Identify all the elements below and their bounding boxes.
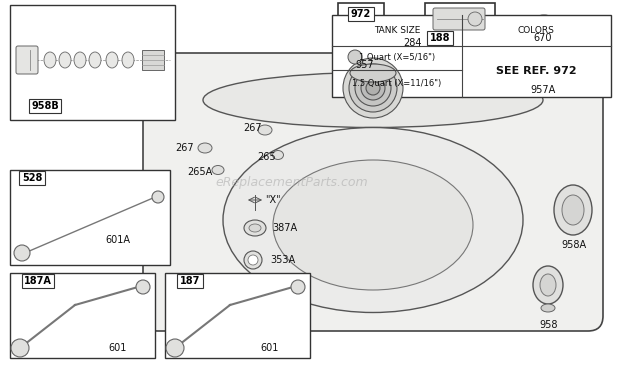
FancyBboxPatch shape: [16, 46, 38, 74]
Text: 958A: 958A: [562, 240, 587, 250]
Text: 265A: 265A: [187, 167, 213, 177]
Ellipse shape: [533, 15, 555, 29]
Circle shape: [166, 339, 184, 357]
Text: 387A: 387A: [272, 223, 298, 233]
Ellipse shape: [223, 127, 523, 312]
Text: TANK SIZE: TANK SIZE: [374, 26, 420, 35]
Ellipse shape: [341, 50, 369, 64]
Circle shape: [366, 81, 380, 95]
Text: 353A: 353A: [270, 255, 296, 265]
Ellipse shape: [406, 17, 414, 23]
Ellipse shape: [406, 31, 414, 37]
Bar: [10, 273, 155, 358]
Text: 284: 284: [403, 38, 421, 48]
FancyBboxPatch shape: [143, 53, 603, 331]
Ellipse shape: [535, 59, 561, 77]
Text: 1.5 Quart (X=11/16"): 1.5 Quart (X=11/16"): [352, 79, 441, 88]
Bar: [142, 50, 164, 70]
Text: COLORS: COLORS: [518, 26, 555, 35]
Ellipse shape: [106, 52, 118, 68]
Ellipse shape: [198, 143, 212, 153]
Circle shape: [291, 280, 305, 294]
Circle shape: [468, 12, 482, 26]
Circle shape: [244, 251, 262, 269]
Ellipse shape: [554, 185, 592, 235]
Ellipse shape: [541, 304, 555, 312]
Text: 528: 528: [22, 173, 42, 183]
Ellipse shape: [540, 274, 556, 296]
Ellipse shape: [258, 125, 272, 135]
Ellipse shape: [59, 52, 71, 68]
Text: SEE REF. 972: SEE REF. 972: [496, 66, 577, 76]
Ellipse shape: [74, 52, 86, 68]
Text: 601A: 601A: [105, 235, 130, 245]
Text: "X": "X": [265, 195, 281, 205]
Circle shape: [248, 255, 258, 265]
Text: 187: 187: [180, 276, 200, 286]
Ellipse shape: [244, 220, 266, 236]
Text: 187A: 187A: [24, 276, 52, 286]
Bar: [165, 273, 310, 358]
Bar: [332, 15, 611, 97]
Ellipse shape: [273, 150, 283, 160]
Circle shape: [343, 58, 403, 118]
Ellipse shape: [203, 73, 543, 127]
Circle shape: [11, 339, 29, 357]
Bar: [10, 170, 170, 265]
Circle shape: [361, 76, 385, 100]
Text: 188: 188: [430, 33, 450, 43]
Bar: [10, 5, 175, 120]
Text: 670: 670: [534, 33, 552, 43]
Text: 1 Quart (X=5/16"): 1 Quart (X=5/16"): [359, 53, 435, 62]
Bar: [425, 3, 495, 53]
Ellipse shape: [350, 64, 396, 82]
Circle shape: [14, 245, 30, 261]
Ellipse shape: [562, 195, 584, 225]
Ellipse shape: [212, 165, 224, 174]
FancyBboxPatch shape: [433, 8, 485, 30]
Ellipse shape: [249, 224, 261, 232]
Circle shape: [355, 70, 391, 106]
Text: 267: 267: [175, 143, 194, 153]
Text: 957: 957: [356, 60, 374, 70]
Circle shape: [349, 64, 397, 112]
Ellipse shape: [89, 52, 101, 68]
Text: 958: 958: [540, 320, 558, 330]
Text: 972: 972: [351, 9, 371, 19]
Text: 601: 601: [261, 343, 279, 353]
Bar: [338, 3, 384, 41]
Text: 265: 265: [258, 152, 277, 162]
Text: 957A: 957A: [530, 85, 556, 95]
Text: eReplacementParts.com: eReplacementParts.com: [215, 176, 368, 189]
Circle shape: [348, 50, 362, 64]
Text: 601: 601: [109, 343, 127, 353]
Ellipse shape: [44, 52, 56, 68]
Circle shape: [152, 191, 164, 203]
Ellipse shape: [533, 266, 563, 304]
Circle shape: [136, 280, 150, 294]
Text: 267: 267: [244, 123, 262, 133]
Ellipse shape: [122, 52, 134, 68]
Ellipse shape: [273, 160, 473, 290]
Text: 958B: 958B: [31, 101, 59, 111]
